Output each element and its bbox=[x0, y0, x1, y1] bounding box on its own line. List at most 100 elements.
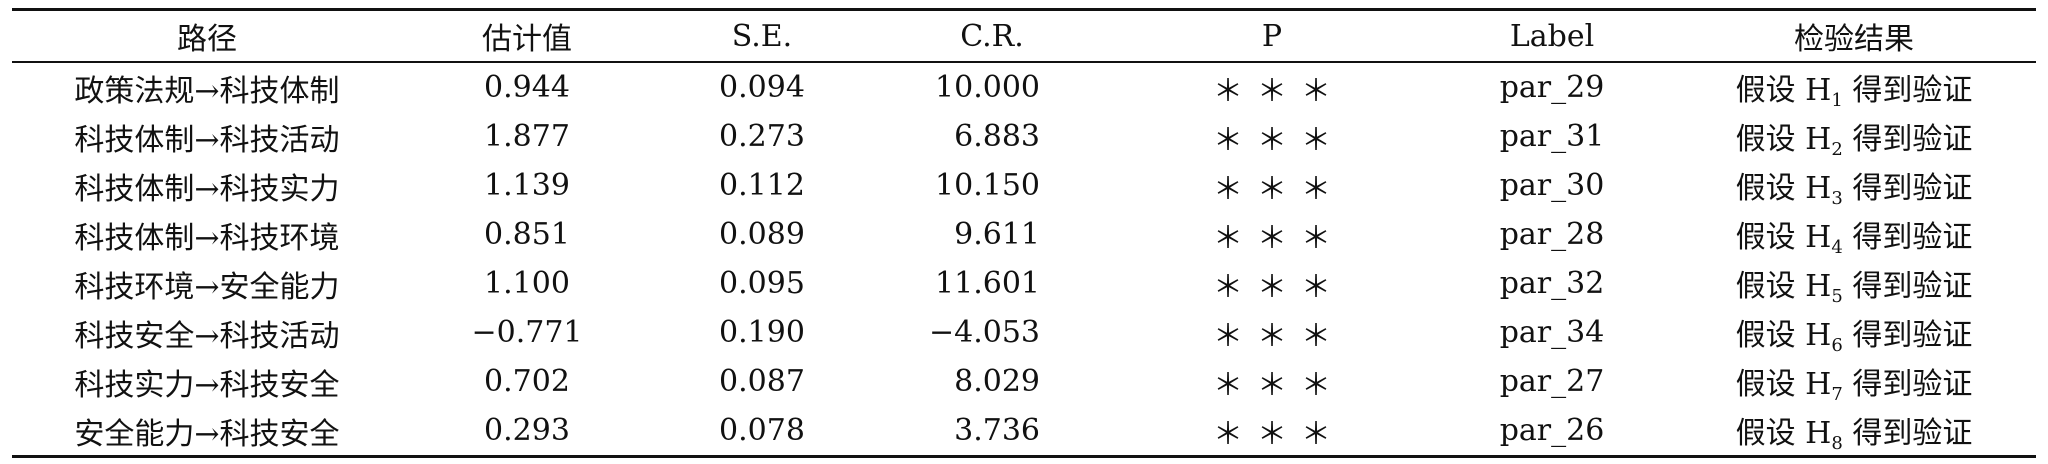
estimate-cell: 1.139 bbox=[484, 168, 570, 203]
se-cell: 0.094 bbox=[719, 70, 805, 105]
se-cell: 0.190 bbox=[719, 315, 805, 350]
hypothesis-index: 7 bbox=[1831, 383, 1843, 405]
results-table-container: 路径 估计值 S.E. C.R. P Label 检验结果 政策法规→科技体制 … bbox=[12, 8, 2036, 458]
p-cell: ＊＊＊ bbox=[1112, 357, 1432, 406]
path-cell: 安全能力→科技安全 bbox=[74, 416, 340, 452]
result-prefix: 假设 H bbox=[1735, 415, 1832, 451]
label-cell: par_28 bbox=[1499, 217, 1605, 252]
estimate-cell: 0.851 bbox=[484, 217, 570, 252]
result-prefix: 假设 H bbox=[1735, 219, 1832, 255]
table-row: 科技体制→科技实力 1.139 0.112 10.150 ＊＊＊ par_30 … bbox=[12, 161, 2036, 210]
path-coefficient-table: 路径 估计值 S.E. C.R. P Label 检验结果 政策法规→科技体制 … bbox=[12, 8, 2036, 458]
p-cell: ＊＊＊ bbox=[1112, 112, 1432, 161]
table-row: 科技安全→科技活动 −0.771 0.190 −4.053 ＊＊＊ par_34… bbox=[12, 308, 2036, 357]
label-cell: par_30 bbox=[1499, 168, 1605, 203]
estimate-cell: −0.771 bbox=[471, 315, 583, 350]
result-cell: 假设 H6 得到验证 bbox=[1672, 308, 2036, 357]
estimate-cell: 0.702 bbox=[484, 364, 570, 399]
table-row: 政策法规→科技体制 0.944 0.094 10.000 ＊＊＊ par_29 … bbox=[12, 62, 2036, 112]
significance-stars: ＊＊＊ bbox=[1213, 220, 1345, 256]
header-label: Label bbox=[1509, 18, 1595, 54]
table-row: 科技环境→安全能力 1.100 0.095 11.601 ＊＊＊ par_32 … bbox=[12, 259, 2036, 308]
result-prefix: 假设 H bbox=[1735, 268, 1832, 304]
label-cell: par_31 bbox=[1499, 119, 1605, 154]
path-cell: 科技实力→科技安全 bbox=[74, 367, 340, 403]
estimate-cell: 1.877 bbox=[484, 119, 570, 154]
table-row: 科技实力→科技安全 0.702 0.087 8.029 ＊＊＊ par_27 假… bbox=[12, 357, 2036, 406]
result-cell: 假设 H3 得到验证 bbox=[1672, 161, 2036, 210]
cr-cell: 9.611 bbox=[954, 217, 1040, 252]
hypothesis-index: 4 bbox=[1831, 236, 1843, 258]
table-row: 科技体制→科技环境 0.851 0.089 9.611 ＊＊＊ par_28 假… bbox=[12, 210, 2036, 259]
result-suffix: 得到验证 bbox=[1842, 415, 1973, 451]
se-cell: 0.112 bbox=[719, 168, 805, 203]
header-estimate: 估计值 bbox=[482, 22, 572, 57]
significance-stars: ＊＊＊ bbox=[1213, 367, 1345, 403]
result-prefix: 假设 H bbox=[1735, 170, 1832, 206]
result-suffix: 得到验证 bbox=[1842, 121, 1973, 157]
hypothesis-index: 8 bbox=[1831, 432, 1843, 454]
cr-cell: 6.883 bbox=[954, 119, 1040, 154]
significance-stars: ＊＊＊ bbox=[1213, 318, 1345, 354]
result-suffix: 得到验证 bbox=[1842, 317, 1973, 353]
result-prefix: 假设 H bbox=[1735, 366, 1832, 402]
label-cell: par_29 bbox=[1499, 70, 1605, 105]
header-se: S.E. bbox=[731, 18, 793, 54]
p-cell: ＊＊＊ bbox=[1112, 308, 1432, 357]
label-cell: par_34 bbox=[1499, 315, 1605, 350]
table-row: 科技体制→科技活动 1.877 0.273 6.883 ＊＊＊ par_31 假… bbox=[12, 112, 2036, 161]
estimate-cell: 0.293 bbox=[484, 413, 570, 448]
table-header: 路径 估计值 S.E. C.R. P Label 检验结果 bbox=[12, 9, 2036, 62]
result-suffix: 得到验证 bbox=[1842, 366, 1973, 402]
se-cell: 0.095 bbox=[719, 266, 805, 301]
result-prefix: 假设 H bbox=[1735, 317, 1832, 353]
significance-stars: ＊＊＊ bbox=[1213, 416, 1345, 452]
p-cell: ＊＊＊ bbox=[1112, 62, 1432, 112]
label-cell: par_26 bbox=[1499, 413, 1605, 448]
result-cell: 假设 H7 得到验证 bbox=[1672, 357, 2036, 406]
p-cell: ＊＊＊ bbox=[1112, 161, 1432, 210]
significance-stars: ＊＊＊ bbox=[1213, 171, 1345, 207]
hypothesis-index: 1 bbox=[1831, 89, 1843, 111]
estimate-cell: 1.100 bbox=[484, 266, 570, 301]
hypothesis-index: 2 bbox=[1831, 138, 1843, 160]
p-cell: ＊＊＊ bbox=[1112, 259, 1432, 308]
hypothesis-index: 6 bbox=[1831, 334, 1843, 356]
path-cell: 政策法规→科技体制 bbox=[74, 73, 340, 109]
p-cell: ＊＊＊ bbox=[1112, 406, 1432, 457]
result-prefix: 假设 H bbox=[1735, 72, 1832, 108]
se-cell: 0.078 bbox=[719, 413, 805, 448]
estimate-cell: 0.944 bbox=[484, 70, 570, 105]
se-cell: 0.273 bbox=[719, 119, 805, 154]
result-cell: 假设 H2 得到验证 bbox=[1672, 112, 2036, 161]
significance-stars: ＊＊＊ bbox=[1213, 73, 1345, 109]
result-suffix: 得到验证 bbox=[1842, 268, 1973, 304]
cr-cell: −4.053 bbox=[928, 315, 1040, 350]
label-cell: par_32 bbox=[1499, 266, 1605, 301]
cr-cell: 8.029 bbox=[954, 364, 1040, 399]
significance-stars: ＊＊＊ bbox=[1213, 122, 1345, 158]
cr-cell: 10.150 bbox=[935, 168, 1040, 203]
hypothesis-index: 3 bbox=[1831, 187, 1843, 209]
header-p: P bbox=[1261, 18, 1283, 54]
significance-stars: ＊＊＊ bbox=[1213, 269, 1345, 305]
header-path: 路径 bbox=[177, 22, 237, 57]
path-cell: 科技体制→科技实力 bbox=[74, 171, 340, 207]
result-cell: 假设 H1 得到验证 bbox=[1672, 62, 2036, 112]
result-suffix: 得到验证 bbox=[1842, 72, 1973, 108]
se-cell: 0.089 bbox=[719, 217, 805, 252]
cr-cell: 10.000 bbox=[935, 70, 1040, 105]
path-cell: 科技安全→科技活动 bbox=[74, 318, 340, 354]
header-cr: C.R. bbox=[960, 18, 1024, 54]
result-cell: 假设 H8 得到验证 bbox=[1672, 406, 2036, 457]
result-cell: 假设 H5 得到验证 bbox=[1672, 259, 2036, 308]
header-row: 路径 估计值 S.E. C.R. P Label 检验结果 bbox=[12, 9, 2036, 62]
result-suffix: 得到验证 bbox=[1842, 170, 1973, 206]
path-cell: 科技环境→安全能力 bbox=[74, 269, 340, 305]
result-suffix: 得到验证 bbox=[1842, 219, 1973, 255]
p-cell: ＊＊＊ bbox=[1112, 210, 1432, 259]
path-cell: 科技体制→科技活动 bbox=[74, 122, 340, 158]
se-cell: 0.087 bbox=[719, 364, 805, 399]
table-body: 政策法规→科技体制 0.944 0.094 10.000 ＊＊＊ par_29 … bbox=[12, 62, 2036, 457]
cr-cell: 11.601 bbox=[935, 266, 1040, 301]
